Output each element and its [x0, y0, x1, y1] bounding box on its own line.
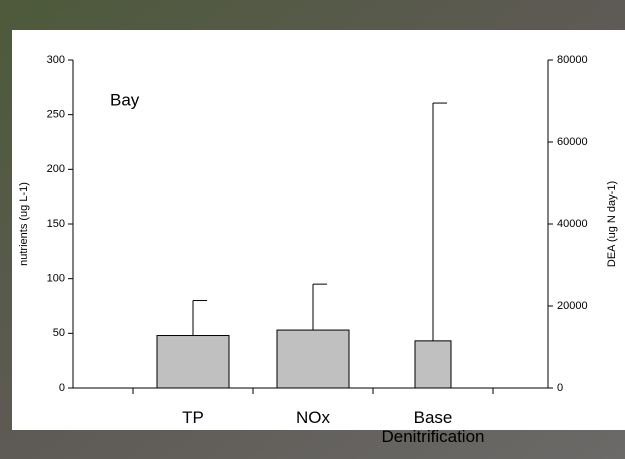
x-tick-label: TP	[182, 408, 204, 427]
y-tick-label: 100	[47, 273, 65, 285]
bar	[414, 340, 452, 389]
y2-tick-label: 0	[557, 382, 563, 394]
x-tick-label: Base Denitrification	[381, 408, 485, 446]
y2-tick-label: 60000	[557, 136, 588, 148]
annotation: Bay	[110, 90, 140, 109]
x-tick-label: NOx	[296, 408, 330, 427]
y2-tick-label: 20000	[557, 300, 588, 312]
y2-tick-label: 40000	[557, 218, 588, 230]
y-tick-label: 250	[47, 109, 65, 121]
y-axis-label: nutrients (ug L-1)	[18, 182, 30, 266]
y-tick-label: 300	[47, 54, 65, 66]
y2-tick-label: 80000	[557, 54, 588, 66]
y2-axis-label: DEA (ug N day-1)	[606, 181, 618, 267]
y-tick-label: 0	[59, 382, 65, 394]
y-tick-label: 50	[53, 327, 65, 339]
bar	[156, 335, 230, 389]
y-tick-label: 150	[47, 218, 65, 230]
bar	[276, 329, 350, 389]
y-tick-label: 200	[47, 163, 65, 175]
